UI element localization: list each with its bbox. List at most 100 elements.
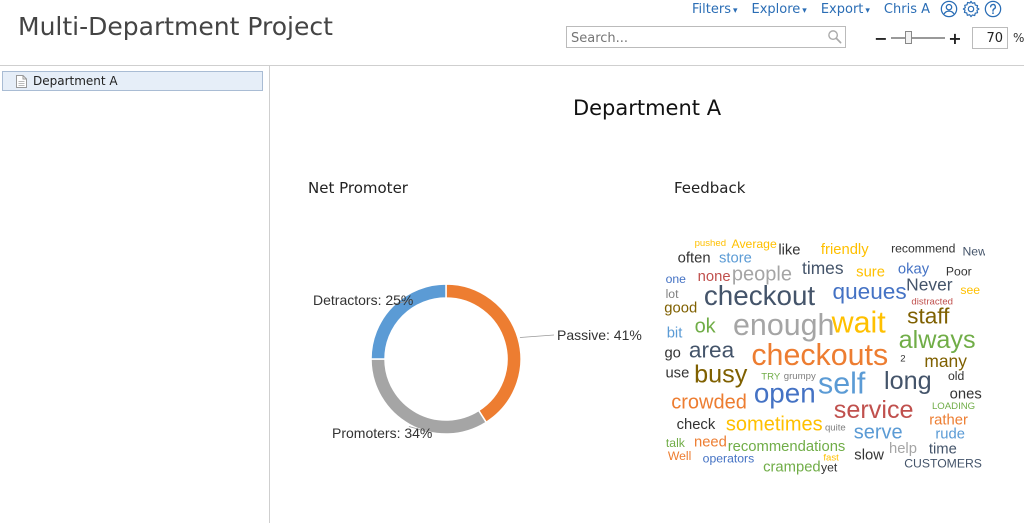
word-cloud-term[interactable]: staff xyxy=(907,304,950,329)
word-cloud-term[interactable]: rather xyxy=(929,412,968,428)
chevron-down-icon: ▾ xyxy=(865,5,870,16)
word-cloud-term[interactable]: 2 xyxy=(900,354,905,365)
word-cloud-term[interactable]: enough xyxy=(733,308,834,342)
word-cloud-term[interactable]: rude xyxy=(935,427,965,443)
word-cloud-term[interactable]: operators xyxy=(703,452,755,466)
zoom-out-button[interactable]: − xyxy=(874,28,888,48)
zoom-level-input[interactable] xyxy=(972,27,1008,49)
word-cloud-term[interactable]: help xyxy=(889,441,917,457)
word-cloud-term[interactable]: checkout xyxy=(704,280,816,311)
word-cloud-term[interactable]: CUSTOMERS xyxy=(904,457,982,471)
donut-leader-line xyxy=(408,426,433,434)
word-cloud-term[interactable]: recommendations xyxy=(728,439,846,455)
search-box xyxy=(566,26,846,49)
word-cloud-term[interactable]: self xyxy=(818,367,866,401)
donut-label-detractors: Detractors: 25% xyxy=(313,292,413,308)
zoom-in-button[interactable]: + xyxy=(948,28,962,48)
top-nav: Filters ▾ Explore ▾ Export ▾ Chris A xyxy=(692,0,1002,18)
word-cloud-term[interactable]: sure xyxy=(856,264,885,280)
word-cloud-term[interactable]: use xyxy=(665,366,689,382)
donut-label-promoters: Promoters: 34% xyxy=(332,425,432,441)
filters-menu[interactable]: Filters ▾ xyxy=(692,2,738,17)
sidebar-item-label: Department A xyxy=(33,74,118,88)
word-cloud-term[interactable]: old xyxy=(948,369,964,383)
feedback-title: Feedback xyxy=(674,179,746,197)
word-cloud-term[interactable]: like xyxy=(778,243,800,259)
word-cloud-term[interactable]: TRY xyxy=(761,372,781,383)
word-cloud-term[interactable]: need xyxy=(694,435,727,451)
word-cloud-term[interactable]: long xyxy=(884,367,932,395)
word-cloud-term[interactable]: none xyxy=(698,269,731,285)
word-cloud-term[interactable]: okay xyxy=(898,262,930,278)
filters-label: Filters xyxy=(692,1,731,17)
word-cloud-term[interactable]: good xyxy=(664,301,697,317)
word-cloud-term[interactable]: Never xyxy=(906,275,953,295)
word-cloud-term[interactable]: busy xyxy=(694,360,748,388)
main-panel: Department A Net Promoter Feedback Passi… xyxy=(270,66,1024,523)
word-cloud-term[interactable]: LOADING xyxy=(932,401,975,412)
zoom-unit: % xyxy=(1013,31,1024,45)
word-cloud-term[interactable]: service xyxy=(834,396,914,424)
word-cloud-term[interactable]: slow xyxy=(854,447,884,463)
word-cloud-term[interactable]: yet xyxy=(821,460,838,474)
word-cloud-term[interactable]: ones xyxy=(950,387,982,403)
word-cloud-term[interactable]: times xyxy=(802,258,844,278)
document-icon xyxy=(16,74,27,88)
gear-icon[interactable] xyxy=(962,0,980,18)
user-avatar-icon[interactable] xyxy=(940,0,958,18)
word-cloud-term[interactable]: always xyxy=(899,326,976,354)
word-cloud-term[interactable]: Well xyxy=(668,449,691,463)
word-cloud-term[interactable]: queues xyxy=(833,279,907,304)
donut-label-passive: Passive: 41% xyxy=(557,327,642,343)
net-promoter-donut-chart: Passive: 41% Promoters: 34% Detractors: 25… xyxy=(313,283,642,441)
search-input[interactable] xyxy=(567,28,821,49)
word-cloud-term[interactable]: grumpy xyxy=(784,371,816,382)
word-cloud-term[interactable]: sometimes xyxy=(726,413,823,435)
explore-label: Explore xyxy=(751,1,801,17)
word-cloud-term[interactable]: see xyxy=(960,283,980,297)
word-cloud-term[interactable]: one xyxy=(666,272,687,286)
word-cloud-term[interactable]: friendly xyxy=(821,242,869,258)
word-cloud-term[interactable]: quite xyxy=(825,422,846,433)
search-icon[interactable] xyxy=(827,29,842,44)
word-cloud-term[interactable]: many xyxy=(924,351,967,371)
word-cloud-term[interactable]: fast xyxy=(823,453,839,464)
word-cloud-term[interactable]: Poor xyxy=(946,264,972,278)
word-cloud-term[interactable]: serve xyxy=(854,421,903,443)
zoom-slider-handle[interactable] xyxy=(905,31,913,44)
word-cloud-term[interactable]: crowded xyxy=(671,391,747,413)
word-cloud-term[interactable]: pushed xyxy=(695,238,726,249)
donut-slice-detractors[interactable] xyxy=(370,283,447,360)
donut-leader-line xyxy=(391,299,414,305)
user-name[interactable]: Chris A xyxy=(883,1,930,17)
word-cloud-term[interactable]: go xyxy=(664,346,680,362)
word-cloud-term[interactable]: area xyxy=(689,338,735,363)
word-cloud-term[interactable]: bit xyxy=(667,326,683,342)
sidebar-item-department-a[interactable]: Department A xyxy=(2,71,263,91)
explore-menu[interactable]: Explore ▾ xyxy=(752,2,807,17)
word-cloud-term[interactable]: people xyxy=(732,264,792,286)
header-divider xyxy=(0,65,1024,66)
word-cloud-term[interactable]: store xyxy=(719,251,752,267)
word-cloud-term[interactable]: ok xyxy=(695,315,717,337)
word-cloud-term[interactable]: Average xyxy=(732,237,777,251)
word-cloud-term[interactable]: open xyxy=(754,377,816,408)
help-icon[interactable] xyxy=(984,0,1002,18)
word-cloud-term[interactable]: often xyxy=(678,250,711,266)
word-cloud-term[interactable]: cramped xyxy=(763,459,821,475)
word-cloud-term[interactable]: time xyxy=(929,442,957,458)
donut-slice-passive[interactable] xyxy=(445,283,522,424)
donut-slice-promoters[interactable] xyxy=(370,358,488,435)
word-cloud-term[interactable]: checkouts xyxy=(751,338,888,372)
zoom-slider[interactable] xyxy=(891,29,945,47)
sidebar: Department A xyxy=(0,66,270,523)
word-cloud-term[interactable]: distracted xyxy=(911,296,953,307)
word-cloud-term[interactable]: lot xyxy=(666,287,679,301)
word-cloud-term[interactable]: New xyxy=(962,244,985,258)
export-menu[interactable]: Export ▾ xyxy=(821,2,870,17)
word-cloud-term[interactable]: wait xyxy=(831,306,887,340)
word-cloud-term[interactable]: talk xyxy=(666,436,686,450)
app-title: Multi-Department Project xyxy=(18,12,333,41)
word-cloud-term[interactable]: check xyxy=(677,417,716,433)
word-cloud-term[interactable]: recommend xyxy=(891,241,955,255)
